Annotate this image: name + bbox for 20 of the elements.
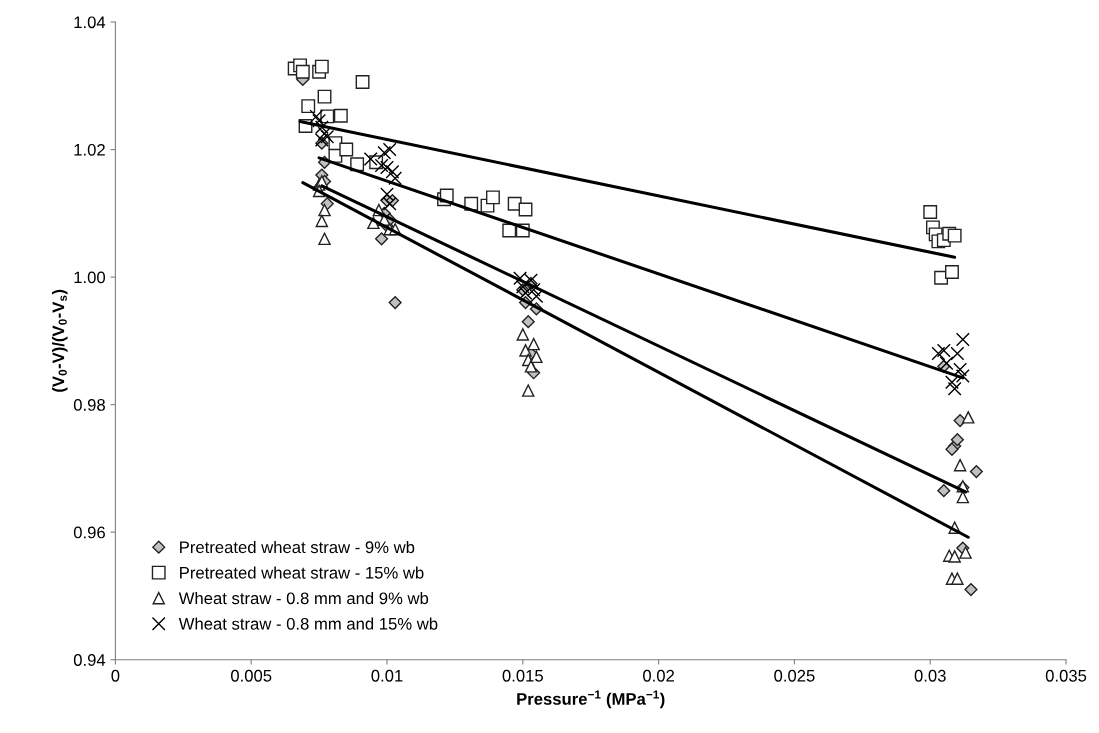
y-tick-label: 0.96	[73, 526, 105, 539]
y-tick-label: 0.94	[73, 654, 106, 666]
y-axis-title: (V$_{0}$-V)/(V$_{0}$-V$_{s}$)	[52, 289, 68, 392]
x-tick-label: 0	[111, 669, 120, 682]
legend-label: Pretreated wheat straw - 15% wb	[180, 566, 424, 579]
x-tick-label: 0.01	[371, 669, 403, 682]
y-tick-label: 0.98	[73, 399, 105, 411]
x-tick-label: 0.015	[502, 669, 543, 682]
y-tick-label: 1.00	[74, 271, 106, 284]
x-tick-label: 0.005	[231, 669, 272, 682]
y-tick-label: 1.04	[74, 16, 106, 29]
legend-label: Pretreated wheat straw - 9% wb	[180, 540, 415, 554]
legend-label: Wheat straw - 0.8 mm and 9% wb	[178, 591, 429, 605]
x-tick-label: 0.035	[1045, 669, 1087, 682]
x-tick-label: 0.025	[774, 669, 815, 682]
x-tick-label: 0.03	[914, 669, 946, 682]
legend-label: Wheat straw - 0.8 mm and 15% wb	[178, 617, 438, 630]
x-tick-label: 0.02	[643, 669, 674, 682]
y-tick-label: 1.02	[74, 143, 105, 156]
x-axis-title: Pressure$^{−1}$ (MPa$^{−1}$)	[517, 690, 665, 709]
